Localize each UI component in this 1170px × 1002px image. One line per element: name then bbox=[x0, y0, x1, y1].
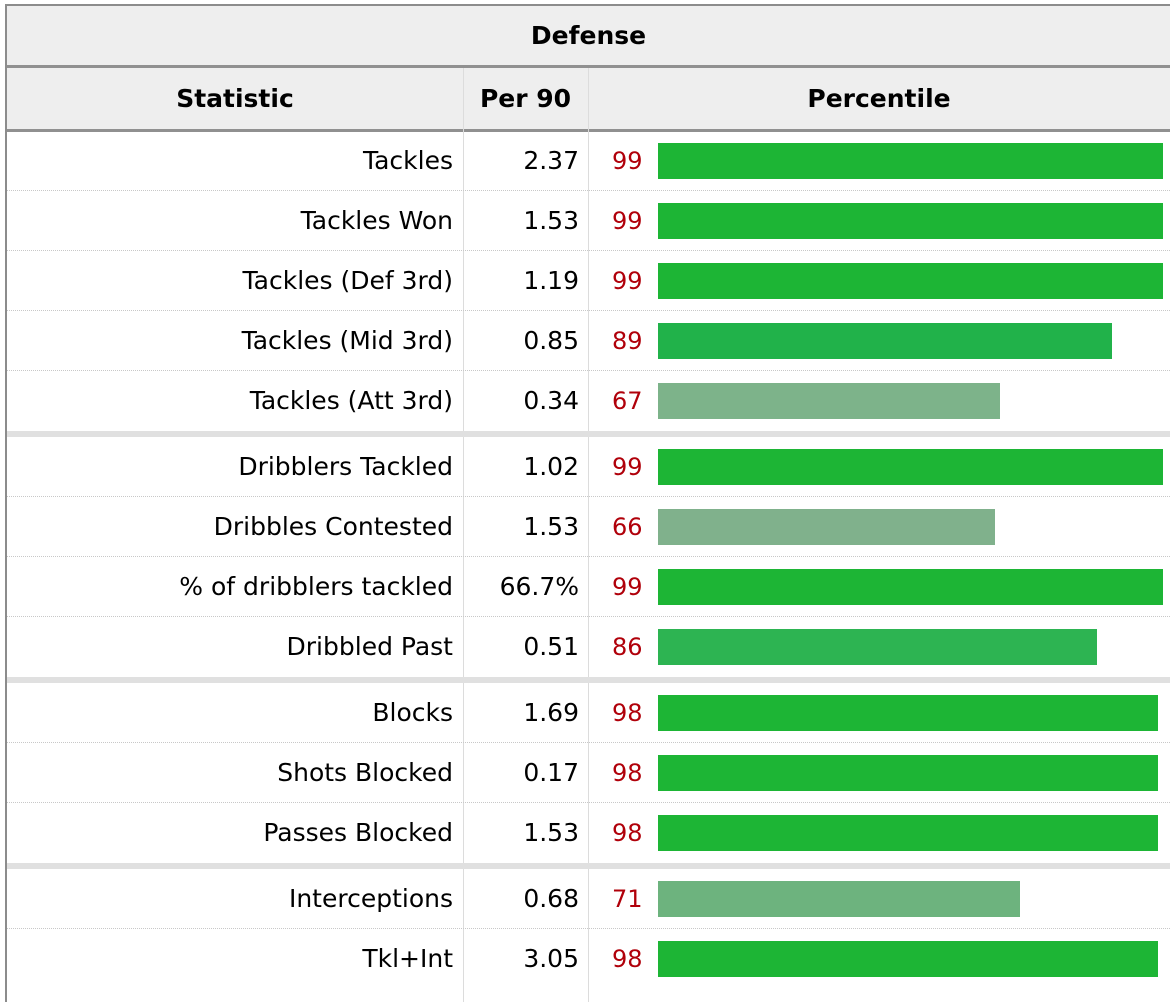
row-divider bbox=[7, 310, 1170, 311]
percentile-value: 86 bbox=[612, 633, 643, 661]
per90-cell: 3.05 bbox=[523, 944, 579, 973]
percentile-value: 99 bbox=[612, 207, 643, 235]
table-row: Tackles (Def 3rd) 1.19 99 bbox=[7, 251, 1170, 311]
percentile-bar bbox=[658, 323, 1112, 359]
percentile-value: 71 bbox=[612, 885, 643, 913]
header-percentile[interactable]: Percentile bbox=[807, 84, 951, 113]
percentile-value: 98 bbox=[612, 945, 643, 973]
row-divider bbox=[7, 616, 1170, 617]
row-divider bbox=[7, 928, 1170, 929]
per90-cell: 1.53 bbox=[523, 818, 579, 847]
group-separator bbox=[7, 677, 1170, 683]
row-divider bbox=[7, 370, 1170, 371]
per90-cell: 0.34 bbox=[523, 386, 579, 415]
column-divider-per90 bbox=[588, 68, 589, 1002]
percentile-value: 99 bbox=[612, 267, 643, 295]
statistic-cell: Dribbled Past bbox=[286, 632, 453, 661]
percentile-bar bbox=[658, 695, 1158, 731]
percentile-value: 99 bbox=[612, 573, 643, 601]
table-row: Tackles (Att 3rd) 0.34 67 bbox=[7, 371, 1170, 431]
per90-cell: 1.69 bbox=[523, 698, 579, 727]
group-separator bbox=[7, 431, 1170, 437]
percentile-value: 99 bbox=[612, 453, 643, 481]
percentile-bar bbox=[658, 755, 1158, 791]
percentile-value: 98 bbox=[612, 699, 643, 727]
statistic-cell: Tackles bbox=[362, 146, 453, 175]
per90-cell: 1.02 bbox=[523, 452, 579, 481]
table-row: Shots Blocked 0.17 98 bbox=[7, 743, 1170, 803]
row-divider bbox=[7, 556, 1170, 557]
table-row: Dribbles Contested 1.53 66 bbox=[7, 497, 1170, 557]
table-row: Tackles 2.37 99 bbox=[7, 131, 1170, 191]
row-divider bbox=[7, 250, 1170, 251]
table-row: Dribblers Tackled 1.02 99 bbox=[7, 437, 1170, 497]
row-divider bbox=[7, 802, 1170, 803]
percentile-bar bbox=[658, 449, 1163, 485]
table-row: % of dribblers tackled 66.7% 99 bbox=[7, 557, 1170, 617]
percentile-value: 98 bbox=[612, 759, 643, 787]
title-divider bbox=[7, 65, 1170, 68]
percentile-bar bbox=[658, 941, 1158, 977]
statistic-cell: Shots Blocked bbox=[277, 758, 453, 787]
column-divider-statistic bbox=[463, 68, 464, 1002]
table-row: Tackles (Mid 3rd) 0.85 89 bbox=[7, 311, 1170, 371]
per90-cell: 1.19 bbox=[523, 266, 579, 295]
percentile-bar bbox=[658, 509, 995, 545]
row-divider bbox=[7, 496, 1170, 497]
percentile-value: 67 bbox=[612, 387, 643, 415]
statistic-cell: Tackles (Att 3rd) bbox=[249, 386, 453, 415]
header-per90[interactable]: Per 90 bbox=[479, 84, 572, 113]
statistic-cell: Dribblers Tackled bbox=[238, 452, 453, 481]
statistic-cell: Interceptions bbox=[288, 884, 453, 913]
header-statistic[interactable]: Statistic bbox=[176, 84, 294, 113]
statistic-cell: Tackles (Mid 3rd) bbox=[241, 326, 453, 355]
row-divider bbox=[7, 742, 1170, 743]
statistic-cell: Tackles (Def 3rd) bbox=[242, 266, 453, 295]
table-border-top bbox=[5, 4, 1170, 6]
row-divider bbox=[7, 190, 1170, 191]
group-separator bbox=[7, 863, 1170, 869]
per90-cell: 0.85 bbox=[523, 326, 579, 355]
percentile-bar bbox=[658, 629, 1097, 665]
percentile-bar bbox=[658, 143, 1163, 179]
statistic-cell: Tackles Won bbox=[300, 206, 453, 235]
statistic-cell: Dribbles Contested bbox=[213, 512, 453, 541]
table-row: Interceptions 0.68 71 bbox=[7, 869, 1170, 929]
percentile-bar bbox=[658, 815, 1158, 851]
percentile-value: 99 bbox=[612, 147, 643, 175]
statistic-cell: Passes Blocked bbox=[263, 818, 453, 847]
table-row: Tkl+Int 3.05 98 bbox=[7, 929, 1170, 989]
statistic-cell: Tkl+Int bbox=[362, 944, 453, 973]
per90-cell: 0.17 bbox=[523, 758, 579, 787]
statistic-cell: % of dribblers tackled bbox=[179, 572, 453, 601]
percentile-value: 66 bbox=[612, 513, 643, 541]
per90-cell: 66.7% bbox=[499, 572, 579, 601]
statistic-cell: Blocks bbox=[372, 698, 453, 727]
table-row: Blocks 1.69 98 bbox=[7, 683, 1170, 743]
per90-cell: 0.51 bbox=[523, 632, 579, 661]
per90-cell: 1.53 bbox=[523, 512, 579, 541]
percentile-value: 89 bbox=[612, 327, 643, 355]
percentile-bar bbox=[658, 203, 1163, 239]
per90-cell: 2.37 bbox=[523, 146, 579, 175]
percentile-bar bbox=[658, 383, 1000, 419]
per90-cell: 0.68 bbox=[523, 884, 579, 913]
percentile-value: 98 bbox=[612, 819, 643, 847]
table-border-left bbox=[5, 4, 7, 1002]
table-title: Defense bbox=[7, 6, 1170, 65]
percentile-bar bbox=[658, 263, 1163, 299]
table-row: Tackles Won 1.53 99 bbox=[7, 191, 1170, 251]
per90-cell: 1.53 bbox=[523, 206, 579, 235]
table-row: Dribbled Past 0.51 86 bbox=[7, 617, 1170, 677]
percentile-bar bbox=[658, 881, 1020, 917]
percentile-bar bbox=[658, 569, 1163, 605]
table-row: Passes Blocked 1.53 98 bbox=[7, 803, 1170, 863]
